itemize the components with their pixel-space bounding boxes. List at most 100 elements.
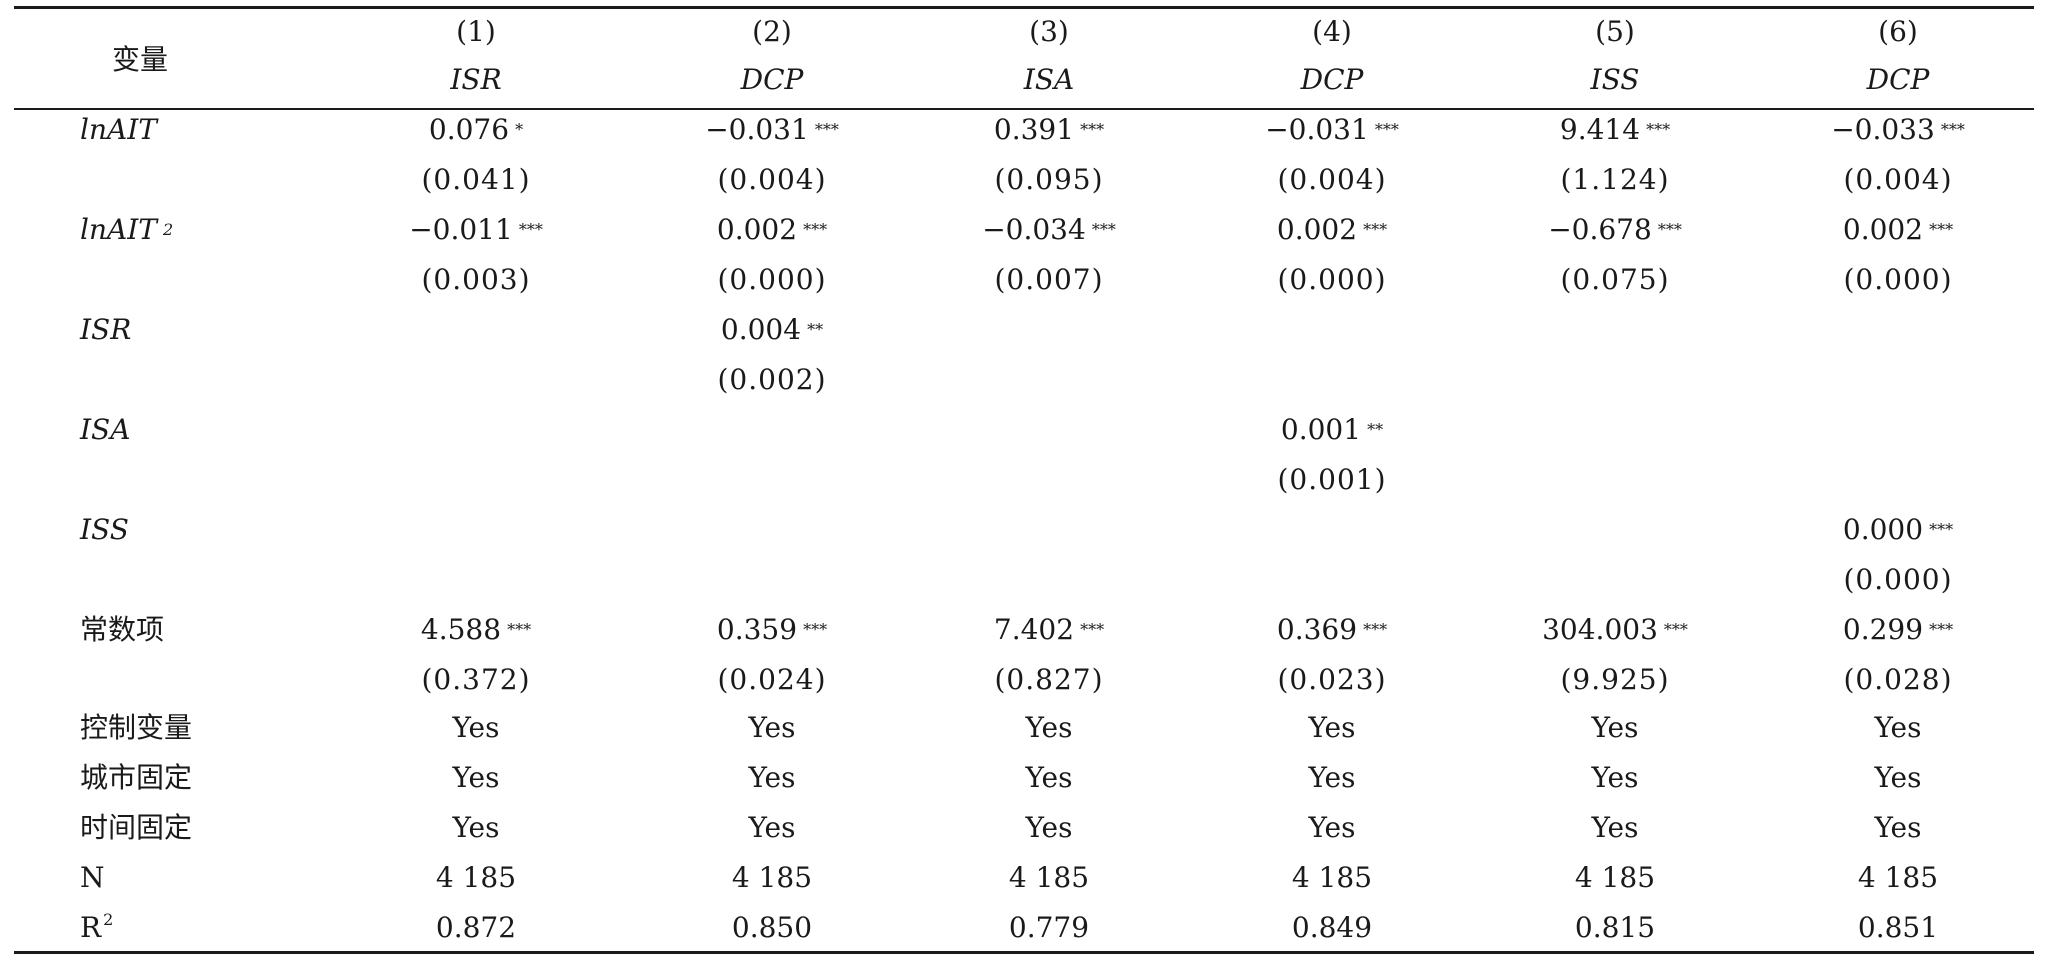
significance-stars: *** — [1663, 620, 1688, 639]
column-number: (2) — [752, 15, 792, 48]
coefficient-value: −0.678 — [1548, 213, 1652, 246]
significance-stars: *** — [803, 620, 828, 639]
row-label-text: ISA — [80, 413, 131, 446]
coefficient-value: 0.369 — [1276, 613, 1358, 646]
coefficient-value: 7.402 — [993, 613, 1075, 646]
coefficient-value: 0.299 — [1842, 613, 1924, 646]
coefficient-cell: −0.678 *** — [1505, 214, 1725, 246]
significance-stars: ** — [807, 320, 824, 339]
footer-value-cell: 4 185 — [1574, 861, 1656, 894]
footer-value-cell: 0.851 — [1857, 911, 1939, 944]
row-label: lnAIT — [80, 114, 157, 146]
significance-stars: *** — [1940, 120, 1965, 139]
significance-stars: ** — [1367, 420, 1384, 439]
coefficient-cell: 0.002 *** — [662, 214, 882, 246]
coefficient-value: 0.076 — [428, 113, 510, 146]
standard-error-cell: (0.827) — [994, 663, 1104, 696]
column-number: (1) — [456, 15, 496, 48]
header-rule — [14, 108, 2034, 110]
row-label-text: 常数项 — [80, 613, 165, 646]
footer-value-cell: Yes — [1308, 711, 1356, 744]
standard-error-cell: (0.000) — [1843, 263, 1953, 296]
standard-error-cell: (0.000) — [1277, 263, 1387, 296]
standard-error-cell: (0.000) — [717, 263, 827, 296]
regression-table: 变量 (1) ISR (2) DCP (3) ISA (4) DCP (5) ISS (6) DCP l… — [14, 0, 2034, 960]
significance-stars: *** — [1080, 120, 1105, 139]
significance-stars: *** — [518, 220, 543, 239]
row-label: ISS — [80, 514, 129, 546]
standard-error-cell: (0.023) — [1277, 663, 1387, 696]
bottom-rule — [14, 951, 2034, 954]
standard-error-cell: (0.075) — [1560, 263, 1670, 296]
row-label-text: ISR — [80, 313, 132, 346]
footer-value-cell: Yes — [452, 761, 500, 794]
standard-error-cell: (0.004) — [717, 163, 827, 196]
footer-value-cell: Yes — [1308, 811, 1356, 844]
coefficient-cell: −0.031 *** — [1222, 114, 1442, 146]
row-label-superscript: 2 — [162, 220, 174, 239]
standard-error-cell: (0.002) — [717, 363, 827, 396]
coefficient-value: −0.034 — [982, 213, 1086, 246]
column-dependent-variable: DCP — [1300, 63, 1364, 96]
coefficient-cell: −0.033 *** — [1788, 114, 2008, 146]
coefficient-value: 0.004 — [720, 313, 802, 346]
significance-stars: *** — [1929, 220, 1954, 239]
footer-value-cell: Yes — [1025, 711, 1073, 744]
coefficient-cell: 4.588 *** — [366, 614, 586, 646]
significance-stars: * — [515, 120, 524, 139]
footer-value-cell: Yes — [452, 811, 500, 844]
significance-stars: *** — [814, 120, 839, 139]
coefficient-cell: 0.002 *** — [1222, 214, 1442, 246]
footer-row-label-text: 控制变量 — [80, 711, 193, 744]
coefficient-cell: −0.034 *** — [939, 214, 1159, 246]
standard-error-cell: (0.095) — [994, 163, 1104, 196]
coefficient-cell: 7.402 *** — [939, 614, 1159, 646]
column-dependent-variable: DCP — [740, 63, 804, 96]
coefficient-value: −0.031 — [705, 113, 809, 146]
footer-row-label-superscript: 2 — [103, 910, 114, 929]
column-number: (4) — [1312, 15, 1352, 48]
footer-row-label-text: 时间固定 — [80, 811, 193, 844]
footer-value-cell: Yes — [1025, 811, 1073, 844]
row-label: ISR — [80, 314, 131, 346]
standard-error-cell: (0.000) — [1843, 563, 1953, 596]
footer-value-cell: 0.779 — [1008, 911, 1090, 944]
coefficient-value: 304.003 — [1542, 613, 1658, 646]
footer-value-cell: 0.849 — [1291, 911, 1373, 944]
significance-stars: *** — [1091, 220, 1116, 239]
coefficient-value: 0.002 — [1276, 213, 1358, 246]
coefficient-cell: 0.002 *** — [1788, 214, 2008, 246]
footer-value-cell: Yes — [1874, 711, 1922, 744]
standard-error-cell: (9.925) — [1560, 663, 1670, 696]
significance-stars: *** — [1929, 620, 1954, 639]
footer-value-cell: Yes — [1591, 761, 1639, 794]
footer-value-cell: Yes — [1025, 761, 1073, 794]
standard-error-cell: (0.028) — [1843, 663, 1953, 696]
footer-value-cell: Yes — [1874, 761, 1922, 794]
coefficient-cell: 0.000 *** — [1788, 514, 2008, 546]
column-dependent-variable: ISS — [1590, 63, 1640, 96]
coefficient-value: −0.031 — [1265, 113, 1369, 146]
footer-row-label: 城市固定 — [80, 762, 192, 794]
coefficient-cell: 304.003 *** — [1505, 614, 1725, 646]
coefficient-value: 0.359 — [716, 613, 798, 646]
coefficient-cell: 0.359 *** — [662, 614, 882, 646]
coefficient-value: 9.414 — [1559, 113, 1641, 146]
standard-error-cell: (0.024) — [717, 663, 827, 696]
column-number: (3) — [1029, 15, 1069, 48]
column-dependent-variable: DCP — [1866, 63, 1930, 96]
column-number: (5) — [1595, 15, 1635, 48]
row-label: ISA — [80, 414, 130, 446]
footer-value-cell: Yes — [452, 711, 500, 744]
row-label: lnAIT 2 — [80, 214, 173, 246]
footer-row-label-text: 城市固定 — [80, 761, 193, 794]
coefficient-cell: 0.299 *** — [1788, 614, 2008, 646]
coefficient-value: 0.001 — [1280, 413, 1362, 446]
column-dependent-variable: ISR — [450, 63, 502, 96]
footer-value-cell: Yes — [748, 711, 796, 744]
coefficient-cell: 0.004 ** — [662, 314, 882, 346]
footer-row-label-text: R — [80, 911, 102, 944]
significance-stars: *** — [507, 620, 532, 639]
header-variable-label: 变量 — [112, 43, 169, 76]
